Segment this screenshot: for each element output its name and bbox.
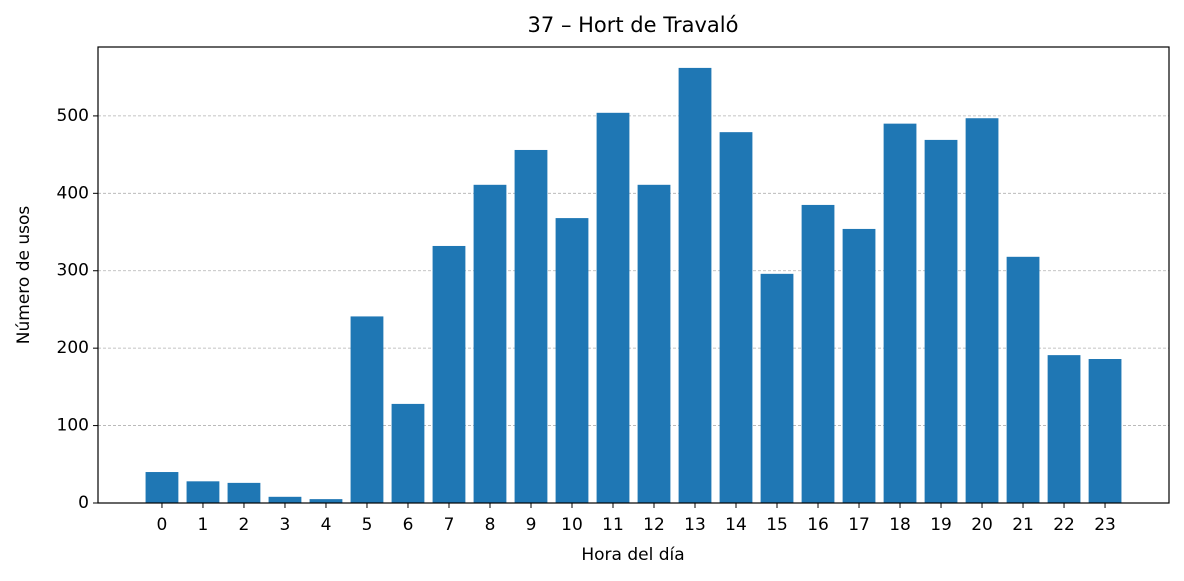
bar bbox=[924, 139, 958, 503]
x-tick-label: 14 bbox=[725, 515, 747, 535]
x-tick-label: 1 bbox=[198, 515, 209, 535]
chart-title: 37 – Hort de Travaló bbox=[528, 13, 739, 37]
x-tick-label: 6 bbox=[403, 515, 414, 535]
bar bbox=[473, 184, 507, 503]
x-tick-label: 12 bbox=[643, 515, 665, 535]
bar bbox=[801, 204, 835, 503]
bar bbox=[637, 184, 671, 503]
x-tick-label: 17 bbox=[848, 515, 870, 535]
x-axis-label: Hora del día bbox=[581, 545, 684, 565]
y-tick-label: 0 bbox=[78, 493, 89, 513]
bar bbox=[391, 403, 425, 503]
bar bbox=[1047, 355, 1081, 503]
y-tick-label: 300 bbox=[57, 261, 89, 281]
y-tick-label: 200 bbox=[57, 338, 89, 358]
x-tick-label: 13 bbox=[684, 515, 706, 535]
x-tick-label: 8 bbox=[485, 515, 496, 535]
bar bbox=[186, 481, 220, 503]
bar bbox=[719, 132, 753, 503]
x-tick-label: 19 bbox=[930, 515, 952, 535]
bar bbox=[514, 149, 548, 503]
x-tick-label: 21 bbox=[1012, 515, 1034, 535]
x-tick-label: 16 bbox=[807, 515, 829, 535]
plot-frame bbox=[97, 46, 1170, 504]
bar bbox=[350, 316, 384, 503]
x-tick-label: 23 bbox=[1094, 515, 1116, 535]
bar bbox=[432, 245, 466, 503]
bar bbox=[596, 112, 630, 503]
x-tick-label: 9 bbox=[526, 515, 537, 535]
x-tick-label: 5 bbox=[362, 515, 373, 535]
y-axis-label: Número de usos bbox=[14, 206, 34, 345]
x-tick-label: 11 bbox=[602, 515, 624, 535]
bar bbox=[1006, 256, 1040, 503]
x-tick-label: 7 bbox=[444, 515, 455, 535]
bar bbox=[227, 482, 261, 503]
bar bbox=[965, 118, 999, 504]
x-tick-label: 0 bbox=[157, 515, 168, 535]
y-tick-label: 500 bbox=[57, 106, 89, 126]
bar bbox=[842, 228, 876, 503]
y-tick-label: 100 bbox=[57, 416, 89, 436]
x-tick-label: 4 bbox=[321, 515, 332, 535]
bar bbox=[678, 67, 712, 503]
bar bbox=[555, 218, 589, 503]
bar bbox=[145, 472, 179, 503]
y-tick-label: 400 bbox=[57, 183, 89, 203]
bar bbox=[760, 273, 794, 503]
x-tick-label: 18 bbox=[889, 515, 911, 535]
x-tick-label: 2 bbox=[239, 515, 250, 535]
bar bbox=[1088, 359, 1122, 503]
x-tick-label: 22 bbox=[1053, 515, 1075, 535]
x-tick-label: 15 bbox=[766, 515, 788, 535]
x-tick-label: 20 bbox=[971, 515, 993, 535]
bar bbox=[268, 496, 302, 503]
x-tick-label: 10 bbox=[561, 515, 583, 535]
bar bbox=[883, 123, 917, 503]
x-tick-label: 3 bbox=[280, 515, 291, 535]
bar bbox=[309, 499, 343, 503]
